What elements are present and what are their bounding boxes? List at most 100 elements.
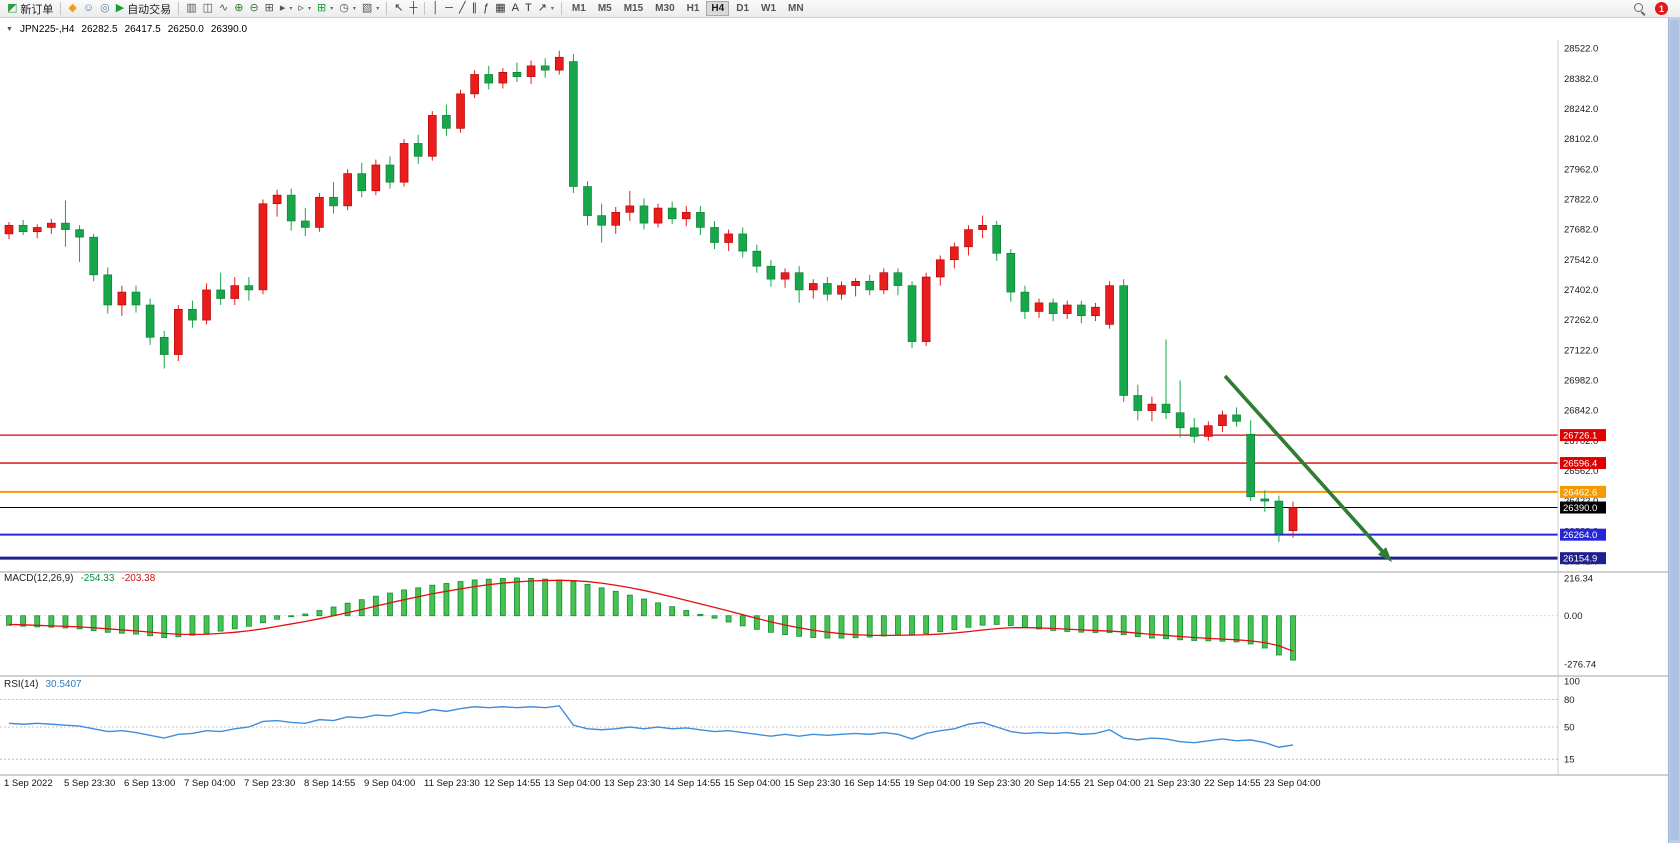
svg-text:15: 15: [1564, 755, 1575, 766]
tile-windows-icon[interactable]: ⊞: [262, 1, 277, 17]
line-chart-icon[interactable]: ∿: [216, 1, 231, 17]
trade-history-icon[interactable]: ◆: [65, 1, 79, 17]
auto-scroll-icon-glyph: ▸: [279, 2, 286, 14]
timeframe-m1-button[interactable]: M1: [571, 3, 586, 14]
web-terminal-icon[interactable]: ◎: [97, 1, 113, 17]
bar-chart-icon[interactable]: ▥: [183, 1, 199, 17]
auto-scroll-icon[interactable]: ▸ ▾: [277, 1, 296, 17]
high-value: 26417.5: [124, 24, 161, 35]
play-icon: ▶: [115, 2, 125, 14]
svg-text:13 Sep 04:00: 13 Sep 04:00: [544, 778, 601, 789]
price-label-26390.0: [1560, 501, 1606, 514]
fibonacci-icon[interactable]: ƒ: [480, 1, 492, 17]
svg-text:8 Sep 14:55: 8 Sep 14:55: [304, 778, 355, 789]
timeframe-m30-button[interactable]: M30: [655, 3, 675, 14]
community-icon[interactable]: ☺: [80, 1, 97, 17]
svg-text:28382.0: 28382.0: [1564, 74, 1598, 85]
shapes-icon[interactable]: ▦: [492, 1, 508, 17]
arrows-icon[interactable]: ↗ ▾: [535, 1, 557, 17]
svg-text:15 Sep 04:00: 15 Sep 04:00: [724, 778, 781, 789]
svg-text:16 Sep 14:55: 16 Sep 14:55: [844, 778, 901, 789]
notification-badge[interactable]: 1: [1655, 2, 1668, 15]
timeframe-m5-button[interactable]: M5: [597, 3, 612, 14]
svg-text:27122.0: 27122.0: [1564, 345, 1598, 356]
zoom-out-icon[interactable]: ⊖: [246, 1, 261, 17]
timeframe-h1-button[interactable]: H1: [686, 3, 700, 14]
trendline-icon-glyph: ╱: [458, 2, 466, 14]
timeframe-h4-button[interactable]: H4: [706, 1, 730, 16]
open-value: 26282.5: [81, 24, 118, 35]
price-axis[interactable]: 28522.0 28382.0 28242.0 28102.0 27962.0 27822…: [1560, 44, 1606, 766]
trendline-icon[interactable]: ╱: [456, 1, 469, 17]
svg-text:7 Sep 04:00: 7 Sep 04:00: [184, 778, 235, 789]
timeframe-m15-button[interactable]: M15: [623, 3, 644, 14]
toolbar-separator: [560, 2, 562, 15]
toolbar-right: 1: [1633, 2, 1676, 15]
close-value: 26390.0: [210, 24, 248, 35]
scrollbar-thumb[interactable]: [1670, 20, 1679, 840]
svg-text:21 Sep 04:00: 21 Sep 04:00: [1084, 778, 1141, 789]
indicators-icon[interactable]: ⊞ ▾: [314, 1, 336, 17]
rsi-name: RSI(14): [4, 679, 39, 690]
svg-text:-276.74: -276.74: [1564, 660, 1596, 671]
svg-text:26596.4: 26596.4: [1563, 459, 1597, 470]
toolbar: ◩ 新订单 ◆ ☺ ◎ ▶ 自动交易 ▥ ◫ ∿ ⊕ ⊖ ⊞ ▸ ▾ ▹ ▾ ⊞ ▾ ◷ ▾ ▧ ▾ ↖ ┼ │ ─ ╱ ∥ ƒ ▦ A T ↗ ▾…: [0, 0, 1680, 18]
cursor-icon[interactable]: ↖: [391, 1, 406, 17]
text-label-icon[interactable]: T: [522, 1, 535, 17]
auto-trading-button[interactable]: ▶ 自动交易: [113, 1, 174, 17]
time-axis[interactable]: 1 Sep 2022 5 Sep 23:30 6 Sep 13:00 7 Sep 04…: [4, 778, 1321, 789]
svg-text:216.34: 216.34: [1564, 574, 1593, 585]
crosshair-icon[interactable]: ┼: [406, 1, 420, 17]
zoom-in-icon[interactable]: ⊕: [231, 1, 246, 17]
text-label-icon-glyph: T: [524, 2, 532, 14]
chevron-down-icon: ▾: [550, 6, 554, 12]
svg-text:28242.0: 28242.0: [1564, 104, 1598, 115]
text-icon[interactable]: A: [509, 1, 522, 17]
search-icon[interactable]: [1633, 2, 1646, 15]
candlestick-chart-icon[interactable]: ◫: [200, 1, 216, 17]
timeframe-w1-button[interactable]: W1: [761, 3, 777, 14]
chart-shift-icon[interactable]: ▹ ▾: [295, 1, 314, 17]
svg-text:13 Sep 23:30: 13 Sep 23:30: [604, 778, 661, 789]
svg-text:27262.0: 27262.0: [1564, 315, 1598, 326]
horizontal-level-lines[interactable]: [0, 434, 1558, 560]
toolbar-separator: [178, 2, 180, 15]
svg-text:26702.0: 26702.0: [1564, 436, 1598, 447]
periods-icon[interactable]: ◷ ▾: [336, 1, 359, 17]
channel-icon[interactable]: ∥: [469, 1, 481, 17]
new-order-button[interactable]: ◩ 新订单: [4, 1, 56, 17]
vertical-line-icon[interactable]: │: [429, 1, 442, 17]
svg-text:9 Sep 04:00: 9 Sep 04:00: [364, 778, 415, 789]
trend-arrow-annotation[interactable]: [1223, 374, 1386, 556]
macd-signal-line: [8, 579, 1294, 652]
svg-text:6 Sep 13:00: 6 Sep 13:00: [124, 778, 175, 789]
vertical-scrollbar[interactable]: [1668, 18, 1680, 843]
price-label-26462.6: [1560, 485, 1606, 498]
svg-text:15 Sep 23:30: 15 Sep 23:30: [784, 778, 841, 789]
svg-text:11 Sep 23:30: 11 Sep 23:30: [424, 778, 480, 789]
symbol-label: JPN225-,H4: [19, 24, 75, 35]
templates-icon-glyph: ▧: [361, 2, 373, 14]
svg-text:26562.0: 26562.0: [1564, 466, 1598, 477]
horizontal-line-icon-glyph: ─: [445, 2, 453, 14]
horizontal-line-icon[interactable]: ─: [442, 1, 456, 17]
chart-canvas[interactable]: 28522.0 28382.0 28242.0 28102.0 27962.0 27822…: [0, 18, 1680, 843]
macd-histogram: [6, 577, 1296, 661]
timeframe-mn-button[interactable]: MN: [788, 3, 804, 14]
svg-text:80: 80: [1564, 695, 1575, 706]
shapes-icon-glyph: ▦: [495, 2, 506, 14]
fibonacci-icon-glyph: ƒ: [483, 2, 490, 14]
price-label-26596.4: [1560, 457, 1606, 470]
bar-chart-icon-glyph: ▥: [186, 2, 197, 14]
svg-text:26264.0: 26264.0: [1563, 530, 1597, 541]
timeframe-d1-button[interactable]: D1: [736, 3, 750, 14]
indicators-icon-glyph: ⊞: [316, 2, 327, 14]
svg-text:21 Sep 23:30: 21 Sep 23:30: [1144, 778, 1201, 789]
templates-icon[interactable]: ▧ ▾: [359, 1, 382, 17]
macd-signal-value: -203.38: [121, 573, 156, 584]
chart-ohlc-header: ▼ JPN225-,H4 26282.5 26417.5 26250.0 263…: [6, 24, 247, 35]
svg-text:27822.0: 27822.0: [1564, 195, 1598, 206]
symbol-dropdown-icon[interactable]: ▼: [6, 26, 13, 33]
macd-name: MACD(12,26,9): [4, 573, 74, 584]
svg-text:19 Sep 04:00: 19 Sep 04:00: [904, 778, 961, 789]
